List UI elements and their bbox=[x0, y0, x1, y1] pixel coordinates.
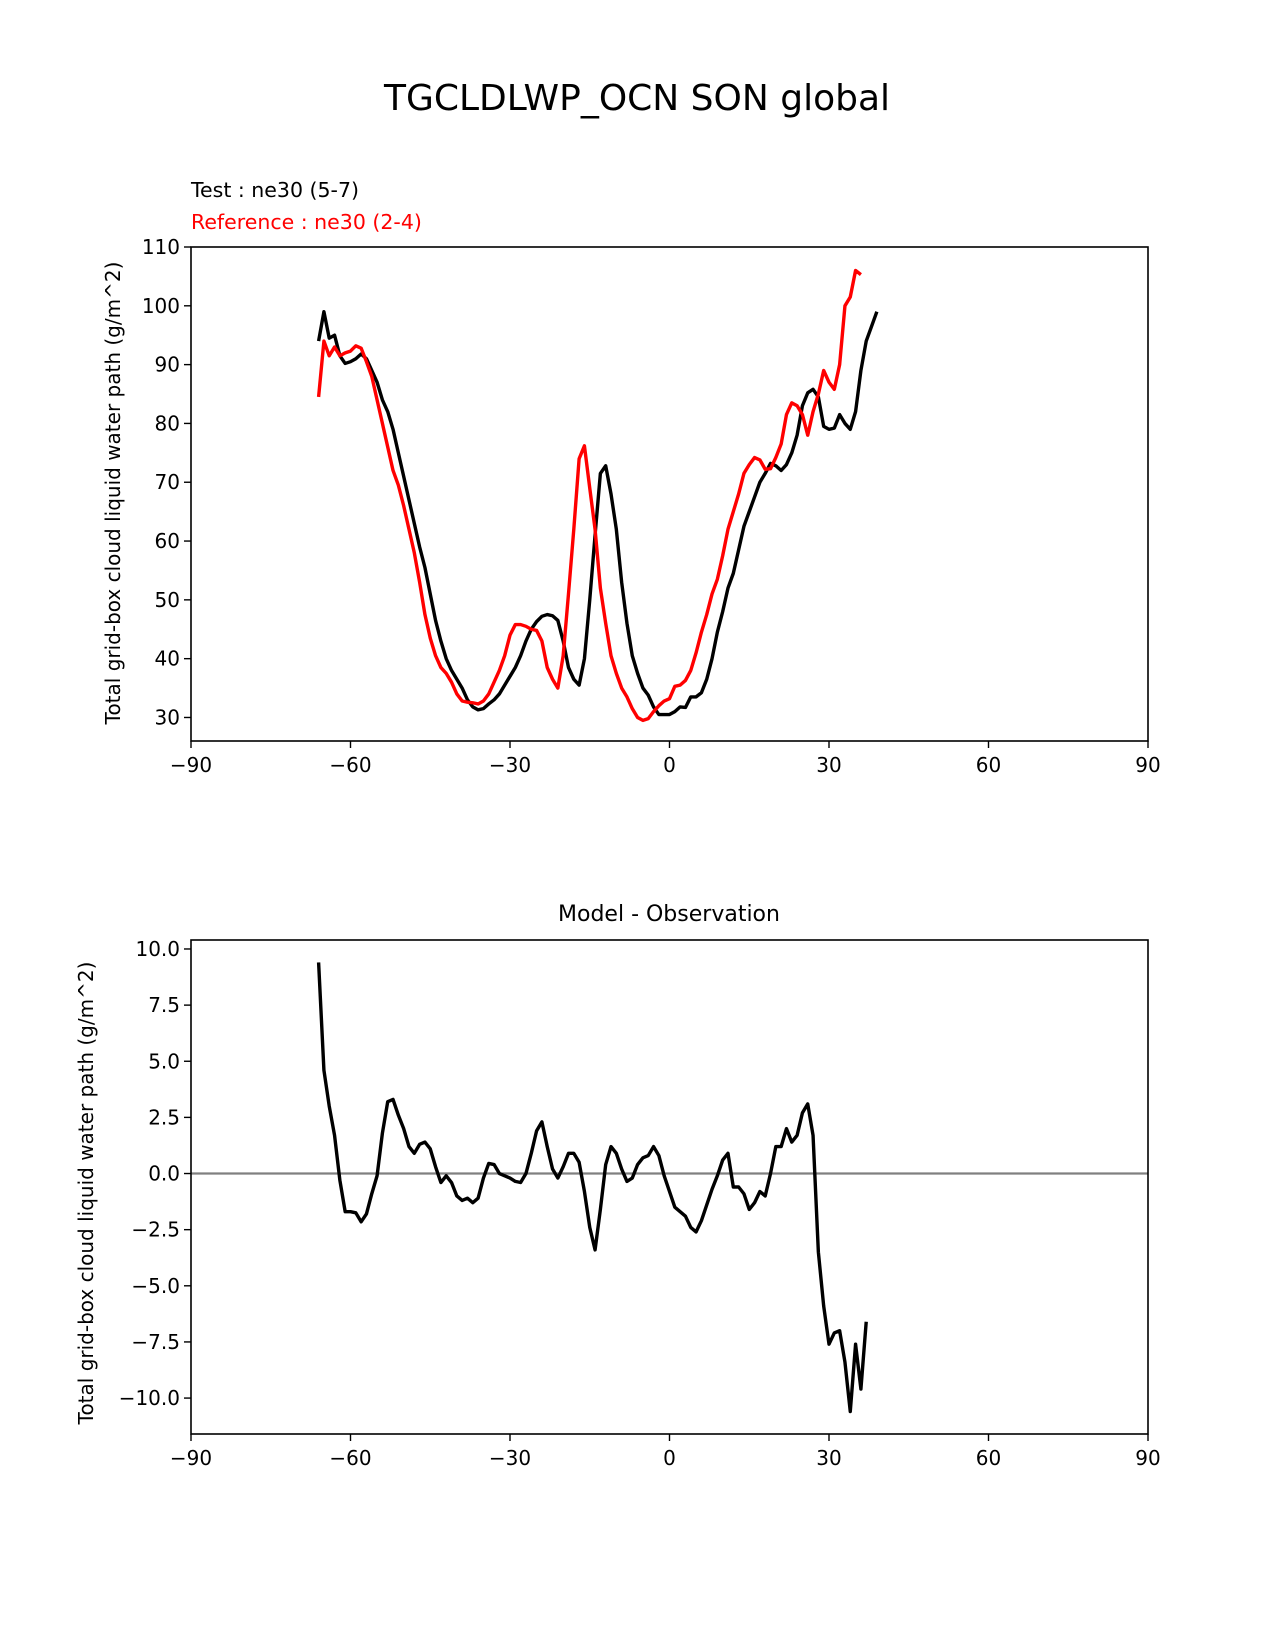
y-tick-label: 0.0 bbox=[148, 1162, 180, 1186]
plot-frame bbox=[190, 246, 1149, 742]
y-tick-label: 7.5 bbox=[148, 993, 180, 1017]
bottom-panel: Model - Observation Total grid-box cloud… bbox=[74, 902, 1161, 1470]
y-tick-label: 90 bbox=[155, 353, 180, 377]
top-panel: Test : ne30 (5-7) Reference : ne30 (2-4)… bbox=[101, 178, 1161, 777]
top-plot-area: −90 −60 −30 0 30 60 90 30 40 50 60 70 80 90 100 110 bbox=[142, 235, 1161, 777]
bottom-panel-title: Model - Observation bbox=[558, 902, 780, 927]
top-y-axis-label: Total grid-box cloud liquid water path (… bbox=[101, 262, 125, 726]
y-tick-label: 50 bbox=[155, 588, 180, 612]
series-line-reference bbox=[316, 268, 862, 723]
x-tick-label: 90 bbox=[1135, 753, 1160, 777]
y-tick-label: −5.0 bbox=[131, 1274, 180, 1298]
y-tick-label: 5.0 bbox=[148, 1049, 180, 1073]
x-tick-label: 30 bbox=[816, 753, 841, 777]
x-tick-label: 60 bbox=[976, 1446, 1001, 1470]
x-tick-label: −60 bbox=[329, 1446, 371, 1470]
x-tick-label: −30 bbox=[489, 753, 531, 777]
x-tick-label: 60 bbox=[976, 753, 1001, 777]
y-tick-label: 60 bbox=[155, 529, 180, 553]
x-tick-label: −60 bbox=[329, 753, 371, 777]
series-line-test bbox=[316, 309, 879, 717]
figure-title: TGCLDLWP_OCN SON global bbox=[383, 78, 890, 119]
x-tick-label: 90 bbox=[1135, 1446, 1160, 1470]
y-tick-label: 30 bbox=[155, 705, 180, 729]
series-line-difference bbox=[316, 962, 868, 1414]
x-tick-label: −90 bbox=[170, 1446, 212, 1470]
y-tick-label: −2.5 bbox=[131, 1218, 180, 1242]
y-tick-label: 80 bbox=[155, 411, 180, 435]
x-tick-label: 0 bbox=[663, 753, 676, 777]
y-tick-label: 110 bbox=[142, 235, 180, 259]
x-tick-label: −30 bbox=[489, 1446, 531, 1470]
y-tick-label: −10.0 bbox=[119, 1386, 180, 1410]
y-tick-label: 70 bbox=[155, 470, 180, 494]
y-tick-label: 100 bbox=[142, 294, 180, 318]
x-tick-label: 30 bbox=[816, 1446, 841, 1470]
y-tick-label: 10.0 bbox=[135, 937, 180, 961]
x-tick-label: −90 bbox=[170, 753, 212, 777]
x-tick-label: 0 bbox=[663, 1446, 676, 1470]
bottom-y-axis-label: Total grid-box cloud liquid water path (… bbox=[74, 962, 98, 1426]
y-tick-label: −7.5 bbox=[131, 1330, 180, 1354]
reference-label: Reference : ne30 (2-4) bbox=[191, 210, 422, 234]
y-tick-label: 2.5 bbox=[148, 1105, 180, 1129]
y-tick-label: 40 bbox=[155, 647, 180, 671]
bottom-plot-area: −90 −60 −30 0 30 60 90 −10.0 −7.5 −5.0 −2.5 0.0 2.5 5… bbox=[119, 937, 1161, 1470]
test-label: Test : ne30 (5-7) bbox=[190, 178, 359, 202]
